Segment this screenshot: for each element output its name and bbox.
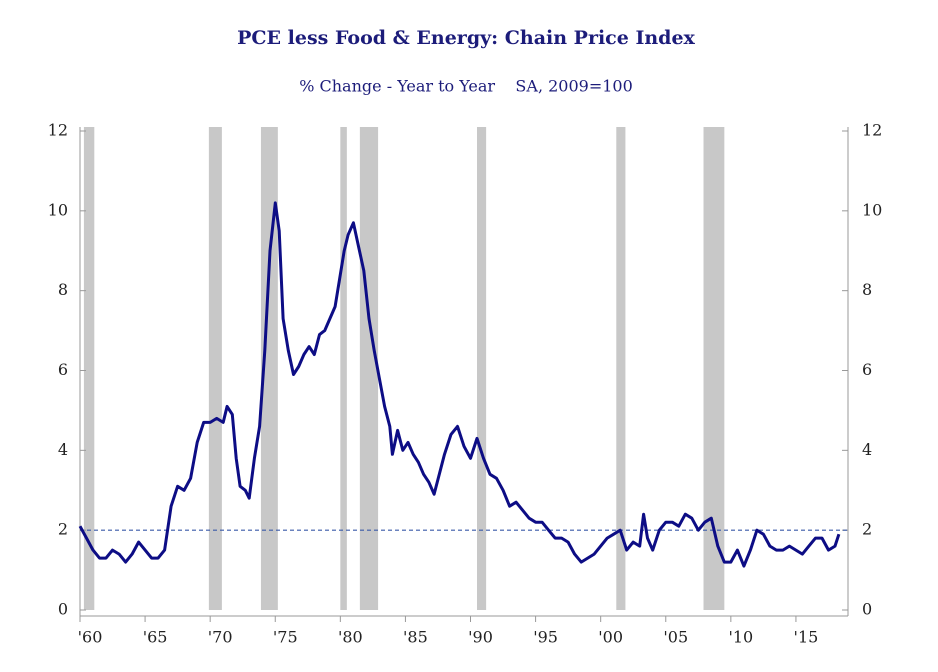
x-tick-label: '85 — [403, 628, 428, 647]
y-tick-label: 8 — [58, 280, 68, 299]
x-tick-label: '80 — [338, 628, 363, 647]
y2-tick-label: 12 — [862, 121, 882, 140]
x-tick-label: '90 — [468, 628, 493, 647]
chart-title: PCE less Food & Energy: Chain Price Inde… — [237, 27, 695, 49]
recession-band — [260, 127, 278, 610]
x-tick-label: '95 — [533, 628, 558, 647]
recession-band — [616, 127, 626, 610]
recession-band — [703, 127, 725, 610]
recession-band — [340, 127, 347, 610]
x-tick-label: '65 — [143, 628, 168, 647]
x-tick-label: '00 — [598, 628, 623, 647]
x-tick-label: '10 — [728, 628, 753, 647]
y2-tick-label: 6 — [862, 360, 872, 379]
y2-tick-label: 10 — [862, 200, 882, 219]
recession-band — [477, 127, 487, 610]
y-tick-label: 12 — [48, 121, 68, 140]
y-tick-label: 2 — [58, 520, 68, 539]
x-tick-label: '05 — [663, 628, 688, 647]
recession-band — [83, 127, 95, 610]
x-tick-label: '75 — [273, 628, 298, 647]
x-tick-label: '70 — [208, 628, 233, 647]
y-tick-label: 6 — [58, 360, 68, 379]
y-tick-label: 0 — [58, 600, 68, 619]
x-tick-label: '60 — [78, 628, 103, 647]
recession-band — [359, 127, 379, 610]
x-tick-label: '15 — [794, 628, 819, 647]
y-tick-label: 10 — [48, 200, 68, 219]
data-line — [78, 201, 841, 568]
chart-subtitle: % Change - Year to Year SA, 2009=100 — [299, 77, 633, 96]
y-tick-label: 4 — [58, 440, 68, 459]
y2-tick-label: 0 — [862, 600, 872, 619]
y2-tick-label: 8 — [862, 280, 872, 299]
y2-tick-label: 2 — [862, 520, 872, 539]
y2-tick-label: 4 — [862, 440, 872, 459]
recession-band — [208, 127, 222, 610]
